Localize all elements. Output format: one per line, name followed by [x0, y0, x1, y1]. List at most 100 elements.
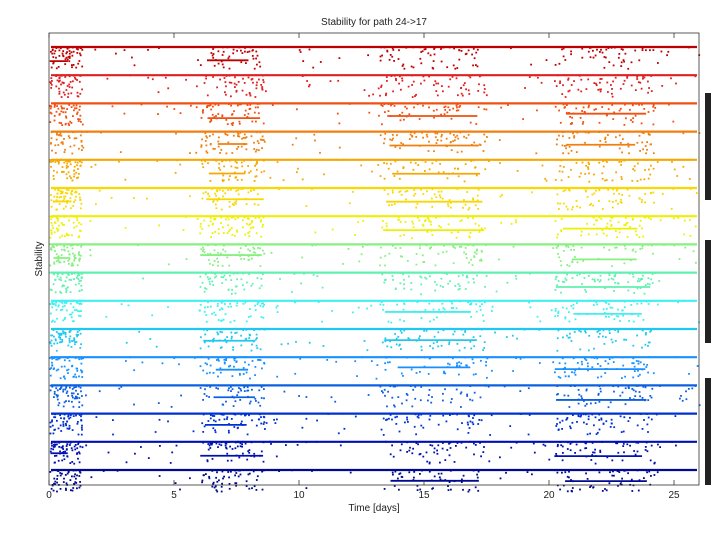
data-point [641, 227, 643, 230]
data-point [220, 60, 223, 63]
data-point [444, 144, 447, 147]
data-point [475, 51, 478, 54]
data-point [262, 423, 265, 425]
data-point [262, 441, 265, 444]
data-point [405, 46, 408, 49]
data-point [568, 137, 571, 139]
data-point [62, 425, 65, 427]
data-point [645, 243, 648, 246]
data-point [201, 481, 203, 484]
data-point [236, 132, 239, 134]
data-point [572, 245, 575, 247]
data-point [218, 162, 221, 165]
data-point [648, 470, 651, 473]
data-point [465, 446, 468, 449]
data-point [562, 484, 565, 487]
data-point [379, 385, 382, 388]
data-point [195, 106, 198, 109]
data-point [81, 395, 83, 397]
data-point [254, 366, 257, 368]
data-point [472, 47, 475, 50]
data-point [605, 489, 608, 492]
data-point [215, 159, 218, 162]
data-point [617, 451, 620, 454]
data-point [561, 144, 564, 147]
data-point [637, 489, 640, 492]
data-point [401, 65, 404, 67]
data-point [245, 62, 247, 64]
data-point [436, 316, 438, 319]
data-point [383, 142, 385, 145]
data-point [402, 63, 405, 66]
data-point [675, 384, 677, 387]
data-point [81, 123, 84, 126]
data-point [224, 338, 226, 341]
data-point [422, 104, 424, 107]
data-point [505, 471, 507, 474]
data-point [500, 106, 503, 109]
data-point [420, 62, 423, 65]
data-point [204, 132, 207, 135]
data-point [655, 413, 658, 416]
data-point [404, 421, 406, 424]
data-point [244, 233, 247, 236]
data-point [55, 301, 58, 304]
data-point [79, 347, 82, 349]
data-point [456, 106, 458, 109]
data-point [602, 232, 605, 235]
data-point [381, 105, 384, 107]
data-point [658, 280, 661, 282]
data-point [393, 105, 396, 107]
data-point [469, 121, 472, 124]
data-point [228, 476, 230, 479]
data-point [77, 62, 80, 65]
data-point [60, 341, 62, 343]
data-point [63, 359, 66, 362]
data-point [306, 80, 308, 82]
data-point [626, 76, 629, 79]
data-point [53, 416, 55, 419]
data-point [146, 197, 148, 200]
data-point [269, 176, 272, 179]
data-point [242, 137, 245, 139]
data-point [213, 249, 216, 252]
data-point [225, 152, 228, 155]
data-point [62, 82, 65, 85]
data-point [473, 453, 475, 456]
data-point [681, 399, 684, 402]
data-point [462, 130, 465, 133]
data-point [228, 387, 230, 390]
data-point [256, 162, 258, 164]
data-point [608, 249, 611, 251]
data-point [575, 151, 578, 153]
data-point [442, 414, 445, 417]
data-point [221, 114, 224, 117]
data-point [458, 49, 461, 52]
data-point [73, 175, 75, 178]
data-point [380, 46, 382, 49]
data-point [238, 46, 241, 49]
data-point [443, 106, 446, 109]
data-point [611, 265, 613, 268]
data-point [454, 285, 457, 287]
data-point [62, 207, 65, 210]
data-point [75, 104, 78, 107]
data-point [573, 248, 575, 251]
data-point [147, 76, 150, 79]
data-point [216, 359, 218, 361]
data-point [641, 346, 643, 349]
data-point [222, 413, 225, 416]
data-point [58, 469, 60, 471]
data-point [641, 247, 644, 250]
data-point [53, 215, 56, 218]
data-point [468, 93, 471, 95]
data-point [64, 192, 67, 194]
data-point [463, 412, 466, 415]
data-point [71, 400, 73, 403]
data-point [606, 368, 608, 370]
data-point [691, 387, 694, 390]
data-point [620, 61, 623, 64]
data-point [392, 385, 395, 388]
data-point [431, 162, 434, 165]
data-point [386, 345, 389, 348]
